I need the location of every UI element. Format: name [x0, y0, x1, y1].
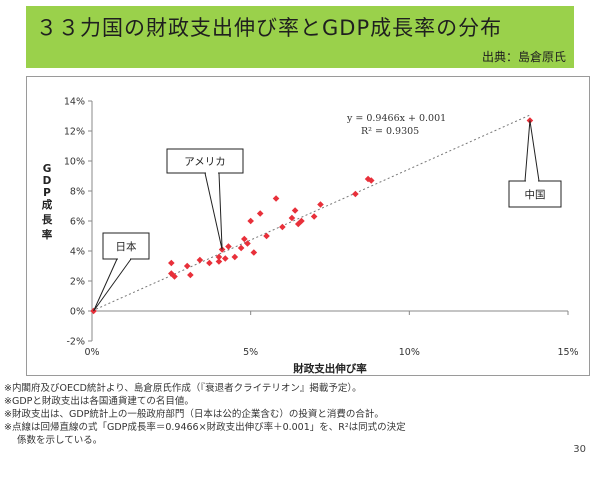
footnote-4: ※点線は回帰直線の式「GDP成長率＝0.9466×財政支出伸び率＋0.001」を…: [4, 422, 406, 433]
data-point: [272, 195, 280, 202]
y-tick-label: 6%: [70, 217, 85, 228]
trend-line: [91, 114, 531, 312]
trend-equation: y = 0.9466x + 0.001: [346, 113, 446, 124]
data-point: [352, 190, 359, 198]
y-tick-label: 12%: [64, 127, 85, 138]
data-point: [168, 259, 175, 267]
data-point: [231, 253, 239, 261]
data-point: [237, 244, 245, 252]
y-tick-label: 8%: [70, 187, 85, 198]
trend-r-squared: R² = 0.9305: [361, 126, 419, 137]
y-axis-title-char: D: [43, 175, 52, 187]
callout-pointer: [93, 258, 132, 312]
x-tick-label: 10%: [399, 347, 420, 358]
page-number: 30: [573, 444, 586, 455]
x-axis-title: 財政支出伸び率: [292, 362, 367, 375]
data-point: [288, 214, 296, 222]
data-point: [221, 255, 229, 262]
data-point: [244, 240, 251, 247]
x-tick-label: 5%: [243, 347, 258, 358]
x-tick-label: 0%: [84, 347, 99, 358]
callout-pointer: [204, 172, 223, 250]
y-axis-title-char: 成: [42, 198, 53, 211]
footnote-5: 係数を示している。: [17, 435, 103, 446]
data-point: [187, 271, 194, 279]
data-point: [291, 207, 299, 214]
y-axis-title-char: 長: [42, 214, 53, 226]
callout-box: [102, 232, 150, 260]
y-tick-label: 10%: [64, 157, 85, 168]
data-point: [298, 217, 305, 225]
data-point: [250, 249, 258, 256]
callout-box: [166, 148, 244, 174]
data-point: [196, 256, 204, 264]
y-axis-title-char: 率: [42, 228, 53, 241]
data-point: [215, 258, 223, 265]
callout-label: アメリカ: [184, 156, 225, 168]
footnote-1: ※内閣府及びOECD統計より、島倉原氏作成（『衰退者クライテリオン』掲載予定）。: [4, 383, 362, 394]
data-point: [183, 262, 191, 270]
data-point: [225, 243, 232, 250]
y-tick-label: 2%: [70, 277, 85, 288]
y-tick-label: -2%: [67, 337, 86, 348]
data-point: [215, 253, 223, 261]
title-banner: ３３力国の財政支出伸び率とGDP成長率の分布 出典：島倉原氏: [26, 6, 574, 68]
callout-label: 中国: [525, 188, 546, 201]
data-point: [310, 213, 318, 220]
page-title: ３３力国の財政支出伸び率とGDP成長率の分布: [36, 16, 503, 40]
scatter-chart: -2%0%2%4%6%8%10%12%14%0% 5% 10% 15%財政支出伸び率G…: [42, 97, 579, 376]
y-tick-label: 14%: [64, 97, 85, 108]
data-point: [364, 175, 372, 183]
callout-pointer: [524, 120, 540, 182]
y-tick-label: 0%: [70, 307, 85, 318]
data-point: [206, 259, 213, 267]
y-axis-title-char: G: [43, 163, 52, 175]
data-point: [171, 273, 178, 280]
data-point: [317, 201, 324, 208]
data-point: [256, 210, 264, 217]
footnotes: ※内閣府及びOECD統計より、島倉原氏作成（『衰退者クライテリオン』掲載予定）。…: [4, 382, 596, 447]
data-point: [294, 220, 302, 228]
x-tick-label: 15%: [557, 347, 578, 358]
data-point: [279, 223, 286, 231]
callout-box: [508, 180, 562, 208]
data-point: [247, 217, 254, 225]
chart-frame: -2% 0% 2% 4% 6% 8% 10% 12% 14% 0% 5% 10% 15% 財政支出伸び率 G…: [26, 76, 590, 376]
footnote-2: ※GDPと財政支出は各国通貨建ての名目値。: [4, 396, 194, 407]
y-axis-title-char: P: [43, 187, 51, 199]
callout-label: 日本: [116, 240, 137, 253]
y-tick-label: 4%: [70, 247, 85, 258]
footnote-3: ※財政支出は、GDP統計上の一般政府部門（日本は公的企業含む）の投資と消費の合計…: [4, 409, 384, 420]
data-point: [367, 177, 375, 184]
data-point: [263, 232, 270, 240]
source-label: 出典：島倉原氏: [481, 50, 566, 64]
data-point: [241, 235, 248, 243]
